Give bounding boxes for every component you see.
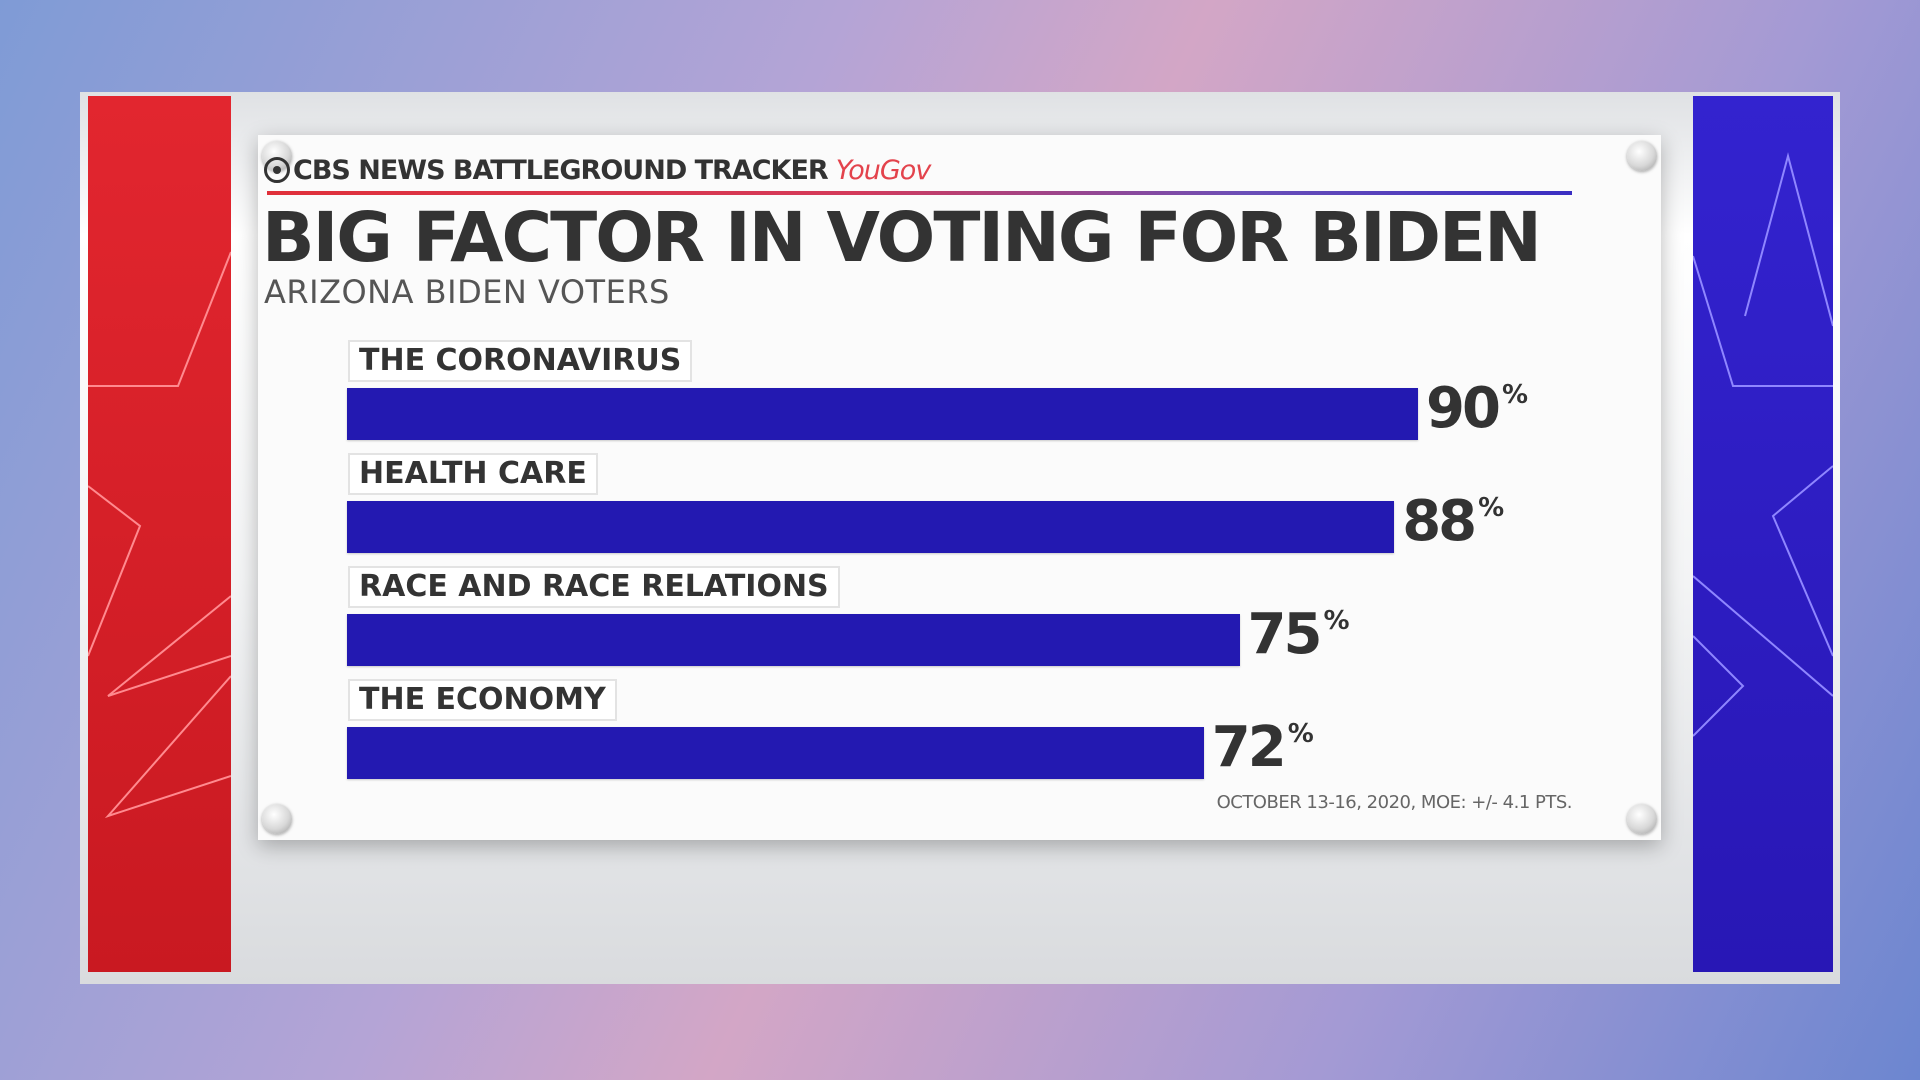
bar: [347, 727, 1204, 779]
value-label: 75%: [1248, 602, 1350, 667]
red-side-panel: [88, 96, 231, 972]
chart-subtitle: ARIZONA BIDEN VOTERS: [264, 273, 670, 311]
bar: [347, 614, 1240, 666]
screw-icon: [1627, 141, 1657, 171]
source-line: CBS NEWS BATTLEGROUND TRACKER YouGov: [264, 154, 932, 186]
category-label: HEALTH CARE: [348, 453, 598, 495]
value-percent-sign: %: [1478, 493, 1505, 523]
value-number: 90: [1426, 376, 1501, 441]
red-star-outline-decoration: [88, 251, 231, 819]
footnote: OCTOBER 13-16, 2020, MOE: +/- 4.1 PTS.: [1216, 792, 1573, 813]
value-label: 72%: [1212, 715, 1314, 780]
category-label: THE ECONOMY: [348, 679, 617, 721]
value-number: 88: [1402, 489, 1477, 554]
value-number: 72: [1211, 715, 1287, 780]
blue-star-outline-decoration: [1693, 152, 1833, 737]
chart-title: BIG FACTOR IN VOTING FOR BIDEN: [262, 198, 1542, 278]
value-percent-sign: %: [1287, 719, 1314, 749]
screw-icon: [262, 804, 292, 834]
category-label: THE CORONAVIRUS: [348, 340, 693, 382]
value-label: 90%: [1426, 376, 1528, 441]
value-percent-sign: %: [1323, 606, 1350, 636]
value-label: 88%: [1402, 489, 1504, 554]
blue-side-panel: [1693, 96, 1833, 972]
value-percent-sign: %: [1501, 380, 1528, 410]
yougov-logo: YouGov: [835, 154, 932, 186]
cbs-eye-logo-icon: [264, 157, 290, 183]
source-brand: CBS NEWS BATTLEGROUND TRACKER: [293, 154, 829, 186]
screw-icon: [1627, 804, 1657, 834]
value-number: 75: [1247, 602, 1323, 667]
category-label: RACE AND RACE RELATIONS: [348, 566, 840, 608]
bar: [347, 501, 1395, 553]
bar: [347, 388, 1418, 440]
header-rule: [267, 191, 1572, 195]
